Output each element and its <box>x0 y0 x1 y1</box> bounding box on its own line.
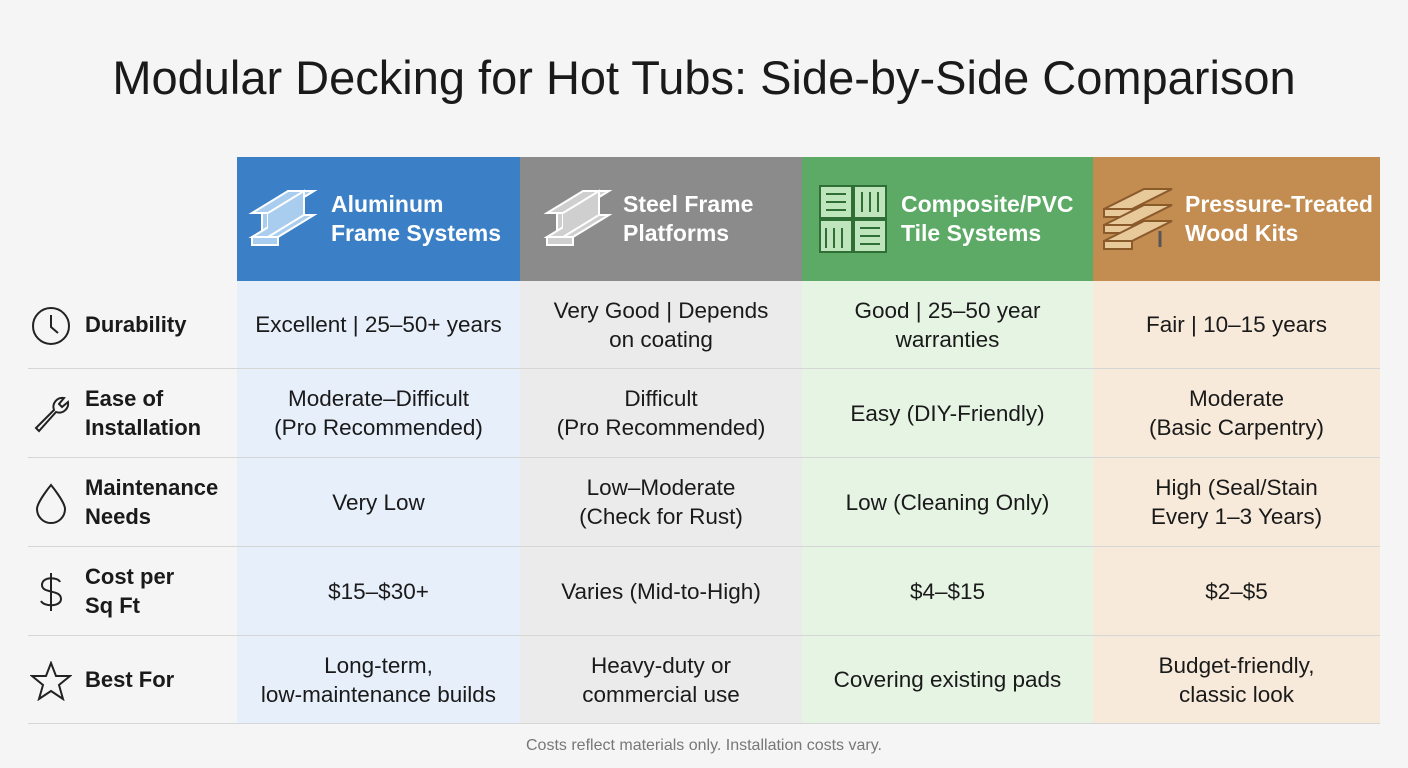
text-line: Moderate <box>1188 386 1285 411</box>
text-line: commercial use <box>582 681 740 707</box>
row-label: Cost per Sq Ft <box>28 547 237 636</box>
text-line: High (Seal/Stain <box>1155 475 1318 500</box>
cell: Easy (DIY-Friendly) <box>802 369 1093 458</box>
text-line: Frame Systems <box>331 220 502 246</box>
clock-icon <box>32 307 70 345</box>
text-line: Very Good | Depends <box>553 297 769 323</box>
text-line: Low–Moderate <box>586 475 736 500</box>
text-line: classic look <box>1178 681 1295 707</box>
cell: Fair | 10–15 years <box>1093 281 1380 369</box>
text-line: Low (Cleaning Only) <box>845 489 1050 515</box>
tiles-icon <box>819 185 887 253</box>
text-line: Installation <box>85 415 202 440</box>
cell: Difficult (Pro Recommended) <box>520 369 802 458</box>
text-line: (Pro Recommended) <box>556 415 766 440</box>
row-label: Best For <box>28 636 237 724</box>
text-line: (Pro Recommended) <box>274 415 483 440</box>
text-line: warranties <box>895 326 1000 352</box>
cell: Excellent | 25–50+ years <box>237 281 520 369</box>
cell: Very Low <box>237 458 520 547</box>
cell: Good | 25–50 year warranties <box>802 281 1093 369</box>
text-line: Difficult <box>624 386 698 411</box>
text-line: Excellent | 25–50+ years <box>255 312 502 337</box>
text-line: Very Low <box>332 489 425 515</box>
dollar-icon <box>40 573 63 611</box>
cell: $4–$15 <box>802 547 1093 636</box>
column-header: Composite/PVC Tile Systems <box>802 157 1093 281</box>
column-header: Steel Frame Platforms <box>520 157 802 281</box>
text-line: Varies (Mid-to-High) <box>561 578 761 604</box>
text-line: Covering existing pads <box>833 667 1062 692</box>
beam-icon <box>248 189 318 246</box>
text-line: Maintenance <box>85 475 219 500</box>
cell: Moderate (Basic Carpentry) <box>1093 369 1380 458</box>
text-line: low-maintenance builds <box>260 681 497 707</box>
wood-icon <box>1103 188 1173 250</box>
text-line: Wood Kits <box>1185 220 1299 246</box>
text-line: Easy (DIY-Friendly) <box>850 400 1045 426</box>
row-label: Maintenance Needs <box>28 458 237 547</box>
footnote: Costs reflect materials only. Installati… <box>526 737 882 754</box>
row-label: Ease of Installation <box>28 369 237 458</box>
wrench-icon <box>34 396 70 433</box>
star-icon <box>30 661 72 701</box>
row-label: Durability <box>28 281 237 369</box>
text-line: Good | 25–50 year <box>854 297 1041 323</box>
title: Modular Decking for Hot Tubs: Side-by-Si… <box>112 51 1296 104</box>
cell: Very Good | Depends on coating <box>520 281 802 369</box>
text-line: Pressure-Treated <box>1185 191 1373 217</box>
cell: Long-term, low-maintenance builds <box>237 636 520 724</box>
text-line: Aluminum <box>331 191 444 217</box>
text-line: Steel Frame <box>623 191 754 217</box>
cell: Covering existing pads <box>802 636 1093 724</box>
text-line: Every 1–3 Years) <box>1150 504 1323 529</box>
cell: Low (Cleaning Only) <box>802 458 1093 547</box>
text-line: Heavy-duty or <box>590 652 732 678</box>
cell: $2–$5 <box>1093 547 1380 636</box>
text-line: $4–$15 <box>909 578 986 604</box>
text-line: Budget-friendly, <box>1158 652 1315 678</box>
cell: Heavy-duty or commercial use <box>520 636 802 724</box>
text-line: Platforms <box>623 220 730 246</box>
text-line: on coating <box>609 326 713 352</box>
text-line: Tile Systems <box>901 220 1042 246</box>
text-line: Fair | 10–15 years <box>1146 312 1327 337</box>
cell: Moderate–Difficult (Pro Recommended) <box>237 369 520 458</box>
cell: Budget-friendly, classic look <box>1093 636 1380 724</box>
beam-icon <box>543 189 613 246</box>
cell: High (Seal/Stain Every 1–3 Years) <box>1093 458 1380 547</box>
text-line: (Check for Rust) <box>579 504 743 529</box>
text-line: (Basic Carpentry) <box>1148 415 1325 440</box>
text-line: Best For <box>85 667 175 692</box>
text-line: $2–$5 <box>1205 578 1268 604</box>
text-line: Cost per <box>85 564 175 589</box>
text-line: $15–$30+ <box>328 578 429 604</box>
text-line: Needs <box>85 504 152 529</box>
drop-icon <box>35 483 67 524</box>
text-line: Durability <box>85 312 187 337</box>
text-line: Ease of <box>85 386 164 411</box>
text-line: Moderate–Difficult <box>288 386 469 411</box>
cell: Low–Moderate (Check for Rust) <box>520 458 802 547</box>
text-line: Composite/PVC <box>901 191 1074 217</box>
cell: $15–$30+ <box>237 547 520 636</box>
text-line: Long-term, <box>324 652 433 678</box>
cell: Varies (Mid-to-High) <box>520 547 802 636</box>
text-line: Sq Ft <box>85 593 140 618</box>
